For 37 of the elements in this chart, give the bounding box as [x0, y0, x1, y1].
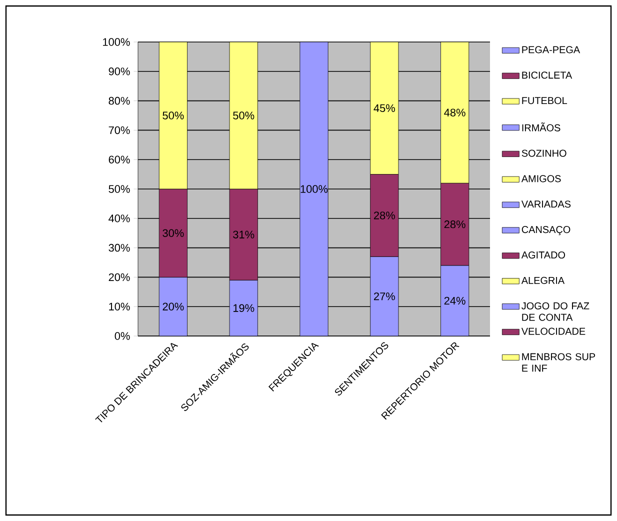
legend-label: AGITADO [521, 251, 566, 259]
legend-label: JOGO DO FAZ DE CONTA [522, 302, 590, 321]
legend-label: VELOCIDADE [521, 328, 586, 335]
data-label: 19% [233, 304, 254, 312]
legend-label: AMIGOS [521, 175, 561, 182]
data-label: 100% [300, 185, 328, 193]
legend-label: PEGA-PEGA [522, 46, 580, 54]
y-tick-label: 50% [108, 185, 130, 193]
data-label: 50% [162, 112, 184, 120]
data-label: 20% [162, 302, 184, 310]
y-tick-label: 100% [103, 38, 130, 46]
data-label: 45% [374, 104, 395, 112]
legend-label: BICICLETA [522, 72, 572, 79]
data-label: 48% [444, 108, 466, 116]
legend-label: CANSAÇO [522, 226, 570, 236]
legend-label: FUTEBOL [522, 97, 568, 104]
data-label: 31% [233, 230, 254, 238]
legend-label: MENBROS SUP E INF [522, 353, 596, 372]
data-label: 50% [233, 112, 254, 120]
data-label: 28% [374, 212, 395, 220]
y-tick-label: 20% [108, 273, 130, 282]
data-label: 27% [374, 292, 395, 300]
y-tick-label: 10% [109, 302, 130, 310]
y-tick-label: 80% [108, 96, 130, 105]
legend-label: SOZINHO [522, 150, 566, 157]
y-tick-label: 40% [108, 214, 130, 222]
legend-label: IRMÃOS [522, 122, 560, 132]
legend-label: VARIADAS [521, 200, 571, 208]
y-tick-label: 90% [108, 68, 130, 76]
y-tick-label: 60% [108, 156, 130, 164]
data-label: 24% [444, 296, 466, 305]
y-tick-label: 30% [108, 244, 130, 252]
data-label: 30% [162, 229, 184, 237]
legend-label: ALEGRIA [521, 276, 565, 284]
data-label: 28% [444, 220, 466, 228]
y-tick-label: 0% [114, 332, 130, 340]
y-tick-label: 70% [108, 126, 130, 134]
